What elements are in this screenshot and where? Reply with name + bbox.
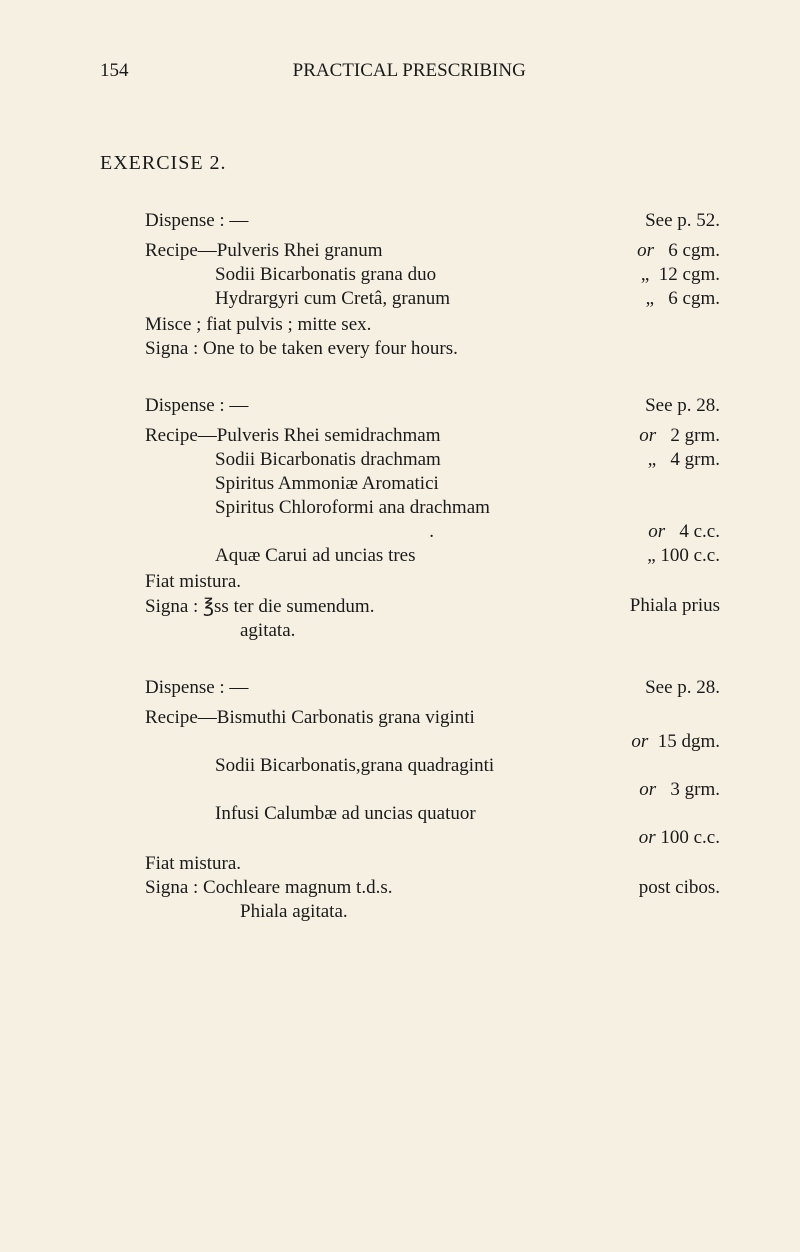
dispense-label: Dispense : —	[145, 210, 248, 232]
or-word: or	[631, 731, 648, 752]
ingredient: Sodii Bicarbonatis drachmam	[215, 449, 648, 471]
running-title: PRACTICAL PRESCRIBING	[293, 60, 526, 82]
recipe-value: or 6 cgm.	[637, 240, 720, 262]
or-word: or	[637, 240, 654, 261]
see-reference: See p. 28.	[645, 395, 720, 417]
signa-right: Phiala prius	[630, 595, 720, 618]
signa-continuation: agitata.	[240, 620, 295, 642]
exercise-title: EXERCISE 2.	[100, 152, 720, 175]
signa-instruction: Signa : ℥ss ter die sumendum.	[145, 595, 374, 618]
ingredient: Sodii Bicarbonatis,grana quadraginti	[215, 755, 720, 777]
ingredient: Pulveris Rhei semidrachmam	[217, 425, 441, 446]
misce-instruction: Misce ; fiat pulvis ; mitte sex.	[145, 314, 371, 336]
recipe-value: „ 6 cgm.	[646, 288, 720, 310]
dispense-label: Dispense : —	[145, 395, 248, 417]
or-word: or	[648, 521, 665, 542]
amount: 15 dgm.	[658, 731, 720, 752]
amount: 2 grm.	[670, 425, 720, 446]
amount: 4 grm.	[670, 449, 720, 470]
recipe-value: „ 4 grm.	[648, 449, 720, 471]
ingredient: Sodii Bicarbonatis grana duo	[215, 264, 641, 286]
prescription-block-2: Dispense : — See p. 28. Recipe—Pulveris …	[100, 395, 720, 642]
dot-marker: .	[215, 521, 648, 543]
recipe-prefix: Recipe—	[145, 425, 217, 446]
recipe-line: Recipe—Pulveris Rhei granum	[145, 240, 637, 262]
see-reference: See p. 52.	[645, 210, 720, 232]
ingredient: Spiritus Chloroformi ana drachmam	[215, 497, 720, 519]
spacer	[215, 731, 631, 753]
recipe-line: Recipe—Pulveris Rhei semidrachmam	[145, 425, 639, 447]
page-container: 154 PRACTICAL PRESCRIBING EXERCISE 2. Di…	[0, 0, 800, 1018]
recipe-value: or 15 dgm.	[631, 731, 720, 753]
see-reference: See p. 28.	[645, 677, 720, 699]
signa-right: post cibos.	[639, 877, 720, 899]
recipe-value: or 3 grm.	[639, 779, 720, 801]
or-word: or	[639, 827, 656, 848]
amount: 6 cgm.	[668, 240, 720, 261]
ingredient: Aquæ Carui ad uncias tres	[215, 545, 647, 567]
amount: 3 grm.	[670, 779, 720, 800]
amount: 100 c.c.	[660, 827, 720, 848]
ditto-mark: „	[648, 449, 656, 470]
amount: „ 100 c.c.	[647, 545, 720, 567]
or-word: or	[639, 425, 656, 446]
recipe-prefix: Recipe—	[145, 707, 217, 728]
header-spacer	[690, 60, 720, 82]
fiat-instruction: Fiat mistura.	[145, 571, 241, 593]
ingredient: Pulveris Rhei granum	[217, 240, 383, 261]
ingredient: Bismuthi Carbonatis grana viginti	[217, 707, 475, 728]
fiat-instruction: Fiat mistura.	[145, 853, 241, 875]
ditto-mark: „	[646, 288, 654, 309]
dispense-label: Dispense : —	[145, 677, 248, 699]
recipe-line: Recipe—Bismuthi Carbonatis grana viginti	[145, 707, 720, 729]
recipe-value: or 4 c.c.	[648, 521, 720, 543]
amount: 6 cgm.	[668, 288, 720, 309]
prescription-block-1: Dispense : — See p. 52. Recipe—Pulveris …	[100, 210, 720, 360]
ingredient: Spiritus Ammoniæ Aromatici	[215, 473, 720, 495]
recipe-value: or 2 grm.	[639, 425, 720, 447]
or-word: or	[639, 779, 656, 800]
amount: 4 c.c.	[679, 521, 720, 542]
ditto-mark: „	[641, 264, 649, 285]
amount: 12 cgm.	[659, 264, 720, 285]
signa-instruction: Signa : One to be taken every four hours…	[145, 338, 458, 360]
page-number: 154	[100, 60, 129, 82]
page-header: 154 PRACTICAL PRESCRIBING	[100, 60, 720, 82]
spacer	[215, 827, 639, 849]
signa-instruction: Signa : Cochleare magnum t.d.s.	[145, 877, 392, 899]
recipe-value: or 100 c.c.	[639, 827, 720, 849]
signa-continuation: Phiala agitata.	[240, 901, 348, 923]
recipe-prefix: Recipe—	[145, 240, 217, 261]
ingredient: Infusi Calumbæ ad uncias quatuor	[215, 803, 720, 825]
spacer	[215, 779, 639, 801]
recipe-value: „ 12 cgm.	[641, 264, 720, 286]
ingredient: Hydrargyri cum Cretâ, granum	[215, 288, 646, 310]
prescription-block-3: Dispense : — See p. 28. Recipe—Bismuthi …	[100, 677, 720, 923]
